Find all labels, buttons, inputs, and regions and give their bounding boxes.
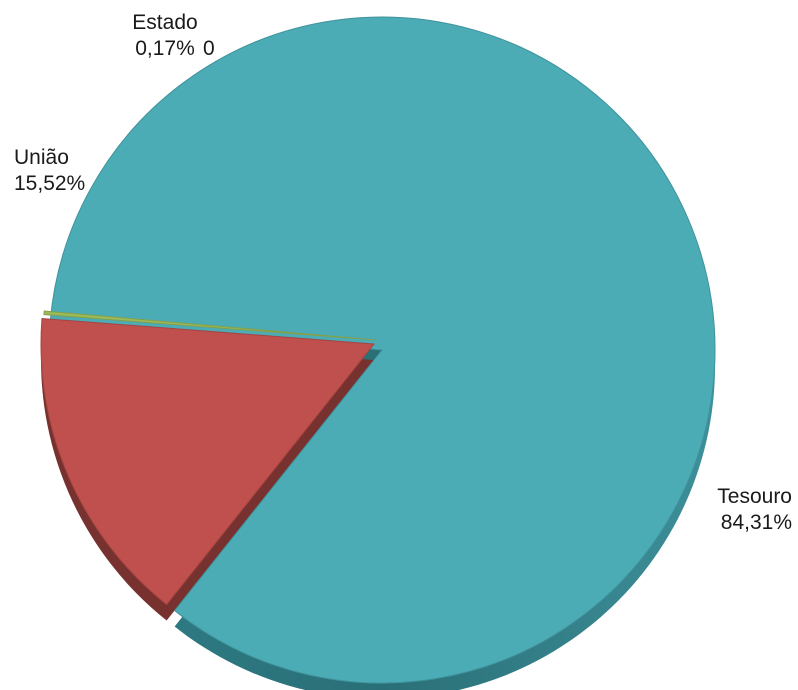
slice-label-estado: Estado 0,17% bbox=[112, 10, 218, 62]
slice-extra-label: 0 bbox=[203, 37, 215, 60]
estado-value: 0,17% bbox=[135, 37, 195, 60]
uniao-value: 15,52% bbox=[14, 172, 86, 195]
slice-tesouro bbox=[49, 16, 716, 684]
tesouro-value: 84,31% bbox=[720, 511, 792, 534]
pie-slices bbox=[40, 16, 716, 684]
slice-uniao bbox=[40, 317, 375, 606]
slice-estado bbox=[43, 310, 377, 341]
tesouro-name: Tesouro bbox=[717, 485, 792, 508]
slice-label-uniao: União 15,52% bbox=[14, 145, 85, 197]
estado-name: Estado bbox=[132, 11, 198, 34]
slice-label-tesouro: Tesouro 84,31% bbox=[696, 484, 792, 536]
uniao-name: União bbox=[14, 146, 69, 169]
